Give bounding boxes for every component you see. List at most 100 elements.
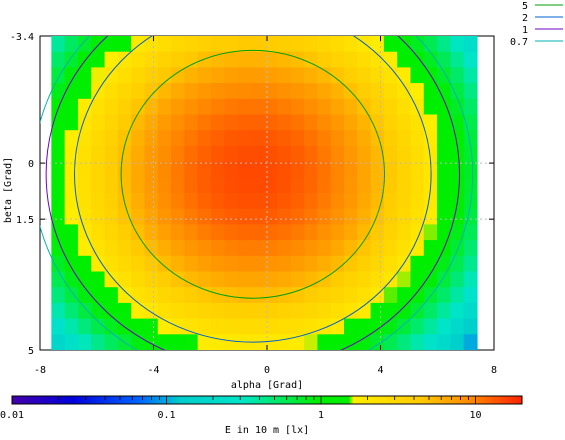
heatmap-cell — [264, 240, 279, 257]
heatmap-cell — [64, 208, 79, 225]
heatmap-cell — [64, 51, 79, 68]
heatmap-cell — [131, 255, 146, 273]
heatmap-cell — [104, 287, 119, 304]
heatmap-cell — [343, 161, 358, 178]
heatmap-cell — [290, 287, 305, 304]
heatmap-cell — [210, 334, 225, 350]
heatmap-cell — [264, 145, 279, 163]
y-tick-label: -3.4 — [10, 32, 34, 43]
heatmap-cell — [383, 36, 398, 53]
heatmap-cell — [330, 271, 345, 288]
heatmap-cell — [410, 83, 425, 100]
heatmap-cell — [397, 334, 412, 350]
heatmap-cell — [91, 51, 106, 68]
heatmap-cell — [237, 193, 252, 210]
heatmap-cell — [144, 255, 159, 273]
heatmap-cell — [397, 114, 412, 131]
heatmap-cell — [437, 302, 451, 320]
heatmap-cell — [184, 302, 199, 320]
heatmap-cell — [437, 98, 451, 116]
heatmap-cell — [343, 114, 358, 131]
heatmap-cell — [184, 83, 199, 100]
heatmap-cell — [117, 208, 132, 225]
heatmap-cell — [250, 145, 265, 163]
heatmap-cell — [77, 224, 92, 241]
heatmap-cell — [437, 255, 451, 273]
heatmap-cell — [117, 51, 132, 68]
heatmap-cell — [437, 177, 451, 194]
heatmap-cell — [304, 302, 318, 320]
heatmap-cell — [450, 287, 465, 304]
heatmap-cell — [197, 51, 212, 68]
heatmap-cell — [317, 240, 332, 257]
heatmap-cell — [410, 208, 425, 225]
heatmap-cell — [91, 334, 106, 350]
heatmap-cell — [277, 130, 292, 147]
heatmap-cell — [184, 318, 199, 335]
heatmap-cell — [104, 114, 119, 131]
heatmap-cell — [77, 318, 92, 335]
heatmap-cell — [450, 83, 465, 100]
heatmap-cell — [157, 161, 172, 178]
heatmap-cell — [131, 318, 146, 335]
heatmap-cell — [64, 193, 79, 210]
heatmap-cell — [77, 255, 92, 273]
heatmap-cell — [237, 67, 252, 84]
heatmap-cell — [317, 193, 332, 210]
heatmap-cell — [91, 36, 106, 53]
heatmap-cell — [290, 177, 305, 194]
heatmap-cell — [117, 161, 132, 178]
heatmap-cell — [184, 255, 199, 273]
heatmap-cell — [317, 98, 332, 116]
heatmap-cell — [237, 240, 252, 257]
heatmap-cell — [51, 318, 66, 335]
heatmap-cell — [224, 334, 239, 350]
heatmap-cell — [397, 318, 412, 335]
heatmap-cell — [277, 161, 292, 178]
heatmap-cell — [290, 271, 305, 288]
legend-label: 2 — [522, 13, 528, 24]
heatmap-cell — [383, 145, 398, 163]
legend-label: 0.7 — [510, 37, 528, 48]
heatmap-cell — [197, 255, 212, 273]
heatmap-cell — [237, 208, 252, 225]
heatmap-cell — [224, 145, 239, 163]
heatmap-cell — [357, 145, 372, 163]
heatmap-cell — [437, 287, 451, 304]
heatmap-cell — [77, 271, 92, 288]
heatmap-cell — [224, 177, 239, 194]
heatmap-cell — [450, 51, 465, 68]
heatmap-cell — [250, 83, 265, 100]
heatmap-cell — [463, 83, 478, 100]
heatmap-cell — [317, 83, 332, 100]
heatmap-cell — [144, 83, 159, 100]
heatmap-cell — [184, 208, 199, 225]
heatmap-cell — [357, 208, 372, 225]
heatmap-cell — [210, 208, 225, 225]
heatmap-cell — [250, 130, 265, 147]
heatmap-cell — [450, 145, 465, 163]
heatmap-cell — [330, 36, 345, 53]
heatmap-cell — [51, 271, 66, 288]
heatmap-cell — [410, 130, 425, 147]
heatmap-cell — [450, 36, 465, 53]
heatmap-cell — [370, 240, 385, 257]
heatmap-cell — [157, 67, 172, 84]
heatmap-cell — [277, 51, 292, 68]
heatmap-cell — [463, 208, 478, 225]
heatmap-cell — [317, 51, 332, 68]
heatmap-cell — [290, 224, 305, 241]
heatmap-cell — [250, 208, 265, 225]
heatmap-cell — [264, 51, 279, 68]
heatmap-cell — [224, 161, 239, 178]
heatmap-cell — [397, 145, 412, 163]
heatmap-cell — [397, 240, 412, 257]
heatmap-cell — [410, 193, 425, 210]
heatmap-cell — [91, 161, 106, 178]
heatmap-cell — [224, 224, 239, 241]
heatmap-cell — [450, 67, 465, 84]
heatmap-cell — [423, 334, 438, 350]
heatmap-cell — [210, 114, 225, 131]
heatmap-cell — [317, 130, 332, 147]
heatmap-cell — [317, 318, 332, 335]
